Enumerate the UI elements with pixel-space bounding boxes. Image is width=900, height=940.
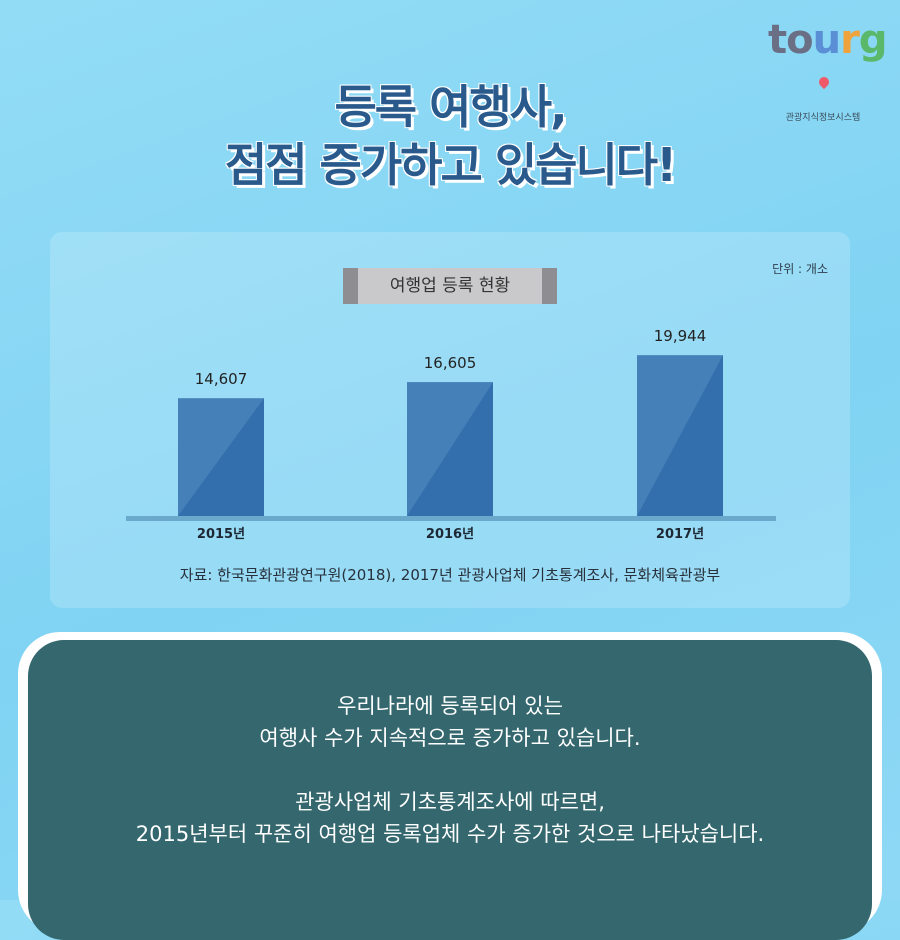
chart-title: 여행업 등록 현황 <box>343 268 557 304</box>
chart-panel: 단위 : 개소 14,607 2015년 16,605 2016년 19,944 2017… <box>50 232 850 608</box>
x-tick-label: 2015년 <box>197 527 245 542</box>
message-line: 우리나라에 등록되어 있는 <box>337 694 563 718</box>
bar-shade <box>178 398 264 516</box>
bar-shade <box>407 382 493 516</box>
tourgo-logo: tourg 관광지식정보시스템 <box>768 17 887 123</box>
bar-shade <box>637 355 723 516</box>
headline-line-1: 등록 여행사, <box>334 80 567 134</box>
chart-baseline <box>126 516 776 521</box>
message-card: 우리나라에 등록되어 있는 여행사 수가 지속적으로 증가하고 있습니다. 관광… <box>28 640 872 940</box>
headline-line-2: 점점 증가하고 있습니다! <box>224 138 677 192</box>
logo-letter-4: g <box>858 17 888 63</box>
message-text: 우리나라에 등록되어 있는 여행사 수가 지속적으로 증가하고 있습니다. 관광… <box>28 690 872 850</box>
x-tick-label: 2017년 <box>656 527 704 542</box>
data-label: 16,605 <box>424 354 477 372</box>
logo-wordmark: tourg <box>768 17 887 106</box>
logo-letter-3: r <box>840 17 860 63</box>
message-line: 2015년부터 꾸준히 여행업 등록업체 수가 증가한 것으로 나타났습니다. <box>135 822 765 846</box>
logo-letter-2: u <box>812 17 842 63</box>
logo-subtitle: 관광지식정보시스템 <box>785 113 861 123</box>
source-citation: 자료: 한국문화관광연구원(2018), 2017년 관광사업체 기초통계조사,… <box>179 566 721 584</box>
page-headline: 등록 여행사, 점점 증가하고 있습니다! <box>0 78 900 194</box>
unit-label: 단위 : 개소 <box>772 262 828 276</box>
bar-chart: 14,607 2015년 16,605 2016년 19,944 2017년 <box>126 327 776 542</box>
logo-letter-1: to <box>768 17 814 63</box>
x-tick-label: 2016년 <box>426 527 474 542</box>
data-label: 19,944 <box>654 327 707 345</box>
data-label: 14,607 <box>195 370 248 388</box>
message-line: 여행사 수가 지속적으로 증가하고 있습니다. <box>259 726 641 750</box>
message-line: 관광사업체 기초통계조사에 따르면, <box>295 790 605 814</box>
